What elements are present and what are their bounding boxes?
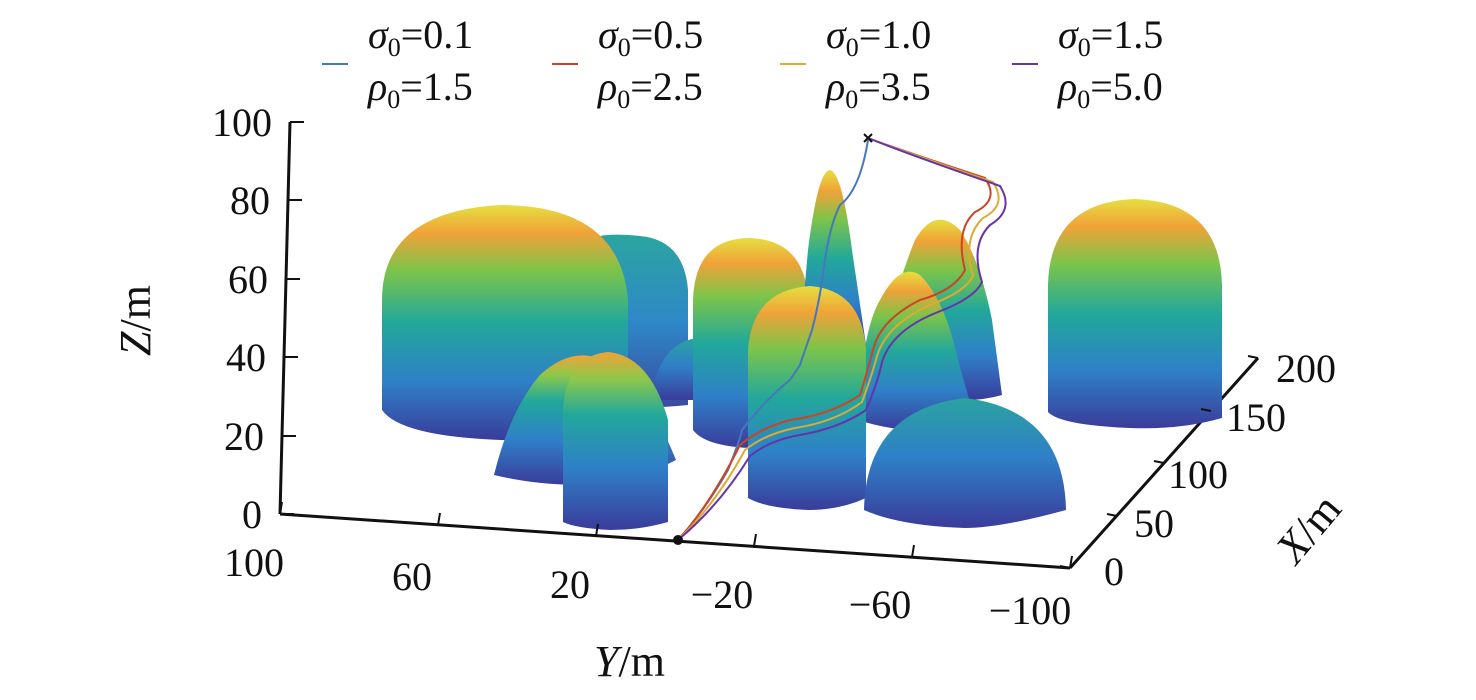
obstacle-cone-right-front [858, 271, 975, 430]
z-ticks: 0 20 40 60 80 100 [212, 100, 304, 537]
legend-entry-2: σ0=0.5 ρ0=2.5 [552, 12, 703, 114]
legend-sigma-2: σ0=0.5 [598, 12, 703, 62]
legend-entry-1: σ0=0.1 ρ0=1.5 [322, 12, 473, 114]
y-tick-label-3: −20 [691, 572, 754, 617]
x-tick-label-3: 150 [1226, 395, 1286, 440]
legend: σ0=0.1 ρ0=1.5 σ0=0.5 ρ0=2.5 σ0=1.0 ρ0=3.… [322, 12, 1163, 114]
z-axis-line [278, 121, 292, 515]
z-tick-label-3: 60 [228, 257, 268, 302]
x-ticks: 0 50 100 150 200 [1059, 346, 1336, 594]
legend-entry-4: σ0=1.5 ρ0=5.0 [1012, 12, 1163, 114]
y-tick-label-2: 20 [550, 562, 590, 607]
z-tick-label-4: 80 [230, 178, 270, 223]
x-tick-label-4: 200 [1276, 346, 1336, 391]
obstacle-dome-front-right [864, 398, 1066, 528]
z-tick-label-1: 20 [224, 414, 264, 459]
legend-sigma-1: σ0=0.1 [368, 12, 473, 62]
goal-point-marker [863, 133, 873, 143]
x-tick-label-0: 0 [1104, 549, 1124, 594]
obstacle-cylinder-front [748, 286, 866, 510]
y-ticks: 100 60 20 −20 −60 −100 [224, 501, 1073, 633]
path-series-4 [677, 137, 1007, 541]
path-series-1 [677, 139, 869, 541]
legend-rho-4: ρ0=5.0 [1056, 64, 1163, 114]
path-series-2 [677, 137, 992, 541]
legend-sigma-4: σ0=1.5 [1058, 12, 1163, 62]
x-tick-label-2: 100 [1168, 452, 1228, 497]
x-tick-label-1: 50 [1134, 501, 1174, 546]
obstacle-cylinder-right [1048, 199, 1222, 429]
z-tick [280, 121, 304, 515]
legend-rho-3: ρ0=3.5 [824, 64, 931, 114]
path-series-3 [677, 137, 1000, 541]
y-tick-label-4: −60 [849, 582, 912, 627]
legend-entry-3: σ0=1.0 ρ0=3.5 [780, 12, 931, 114]
y-tick-label-5: −100 [989, 588, 1072, 633]
legend-rho-1: ρ0=1.5 [366, 64, 473, 114]
z-tick-label-5: 100 [212, 100, 272, 145]
y-tick-label-0: 100 [224, 540, 284, 585]
y-axis-label: Y/m [594, 637, 665, 686]
y-tick-label-1: 60 [392, 554, 432, 599]
start-point-marker [673, 535, 683, 545]
obstacle-cylinder-front-left [563, 352, 668, 530]
legend-sigma-3: σ0=1.0 [826, 12, 931, 62]
z-axis-label: Z/m [111, 285, 160, 356]
z-tick-label-0: 0 [242, 492, 262, 537]
z-tick-label-2: 40 [226, 335, 266, 380]
x-axis-label: X/m [1265, 485, 1351, 574]
obstacle-surfaces [382, 170, 1222, 530]
flight-paths [677, 137, 1007, 541]
legend-rho-2: ρ0=2.5 [596, 64, 703, 114]
